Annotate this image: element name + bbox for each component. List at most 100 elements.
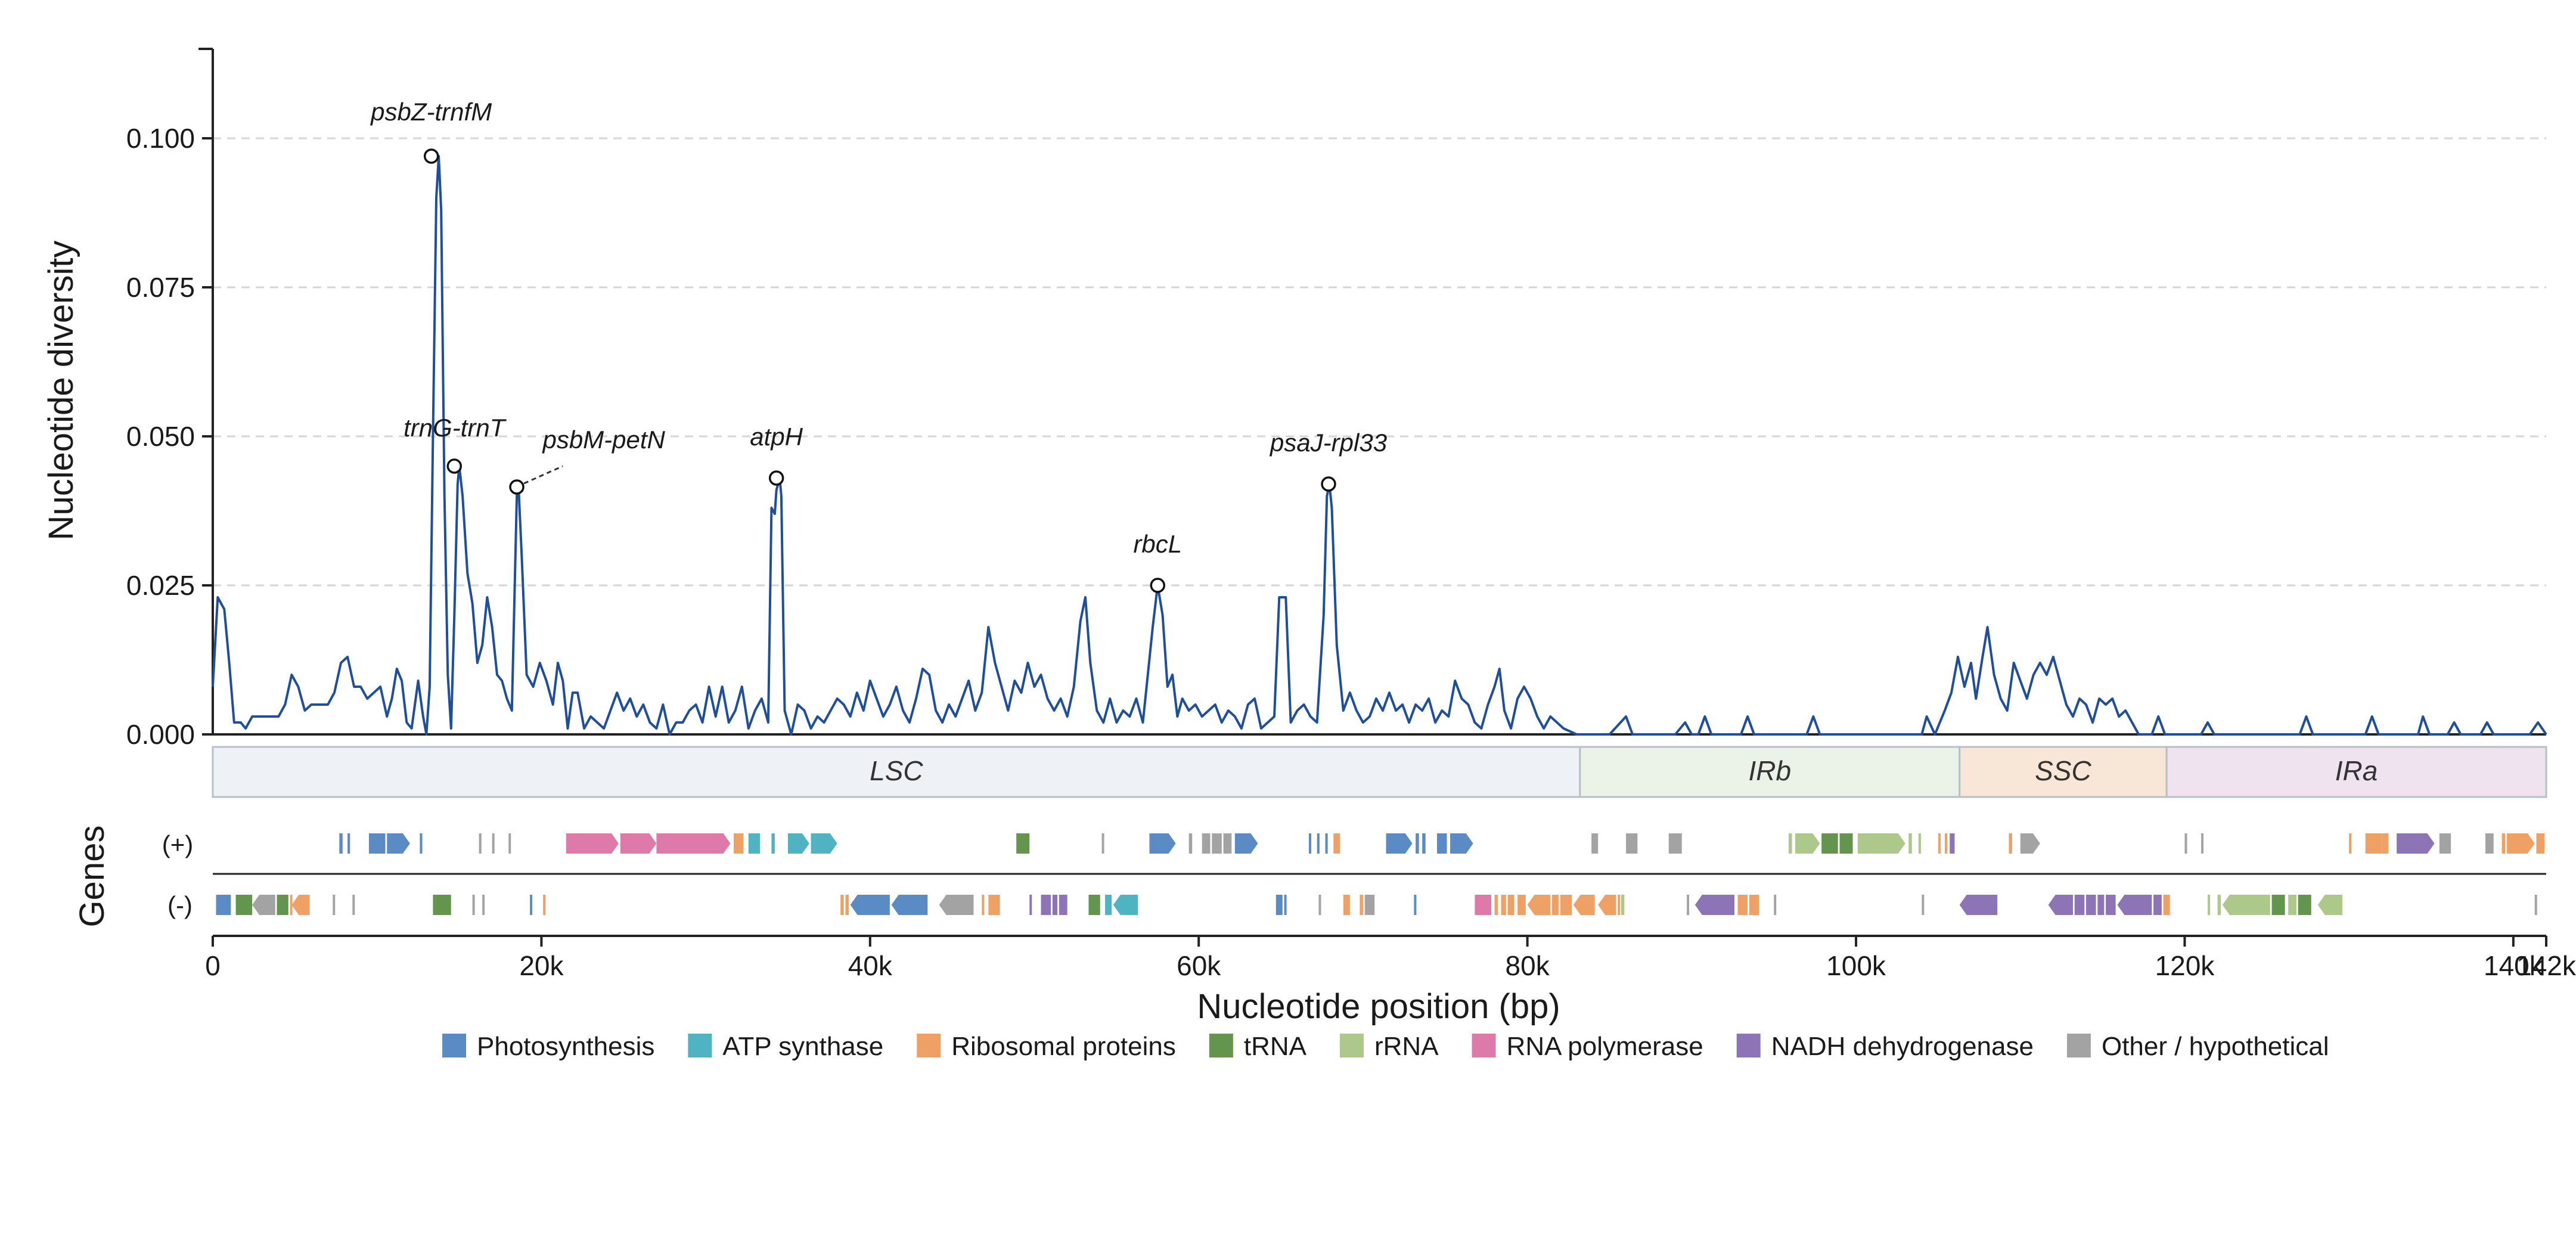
gene-block — [277, 895, 288, 915]
genes-track-label: Genes — [73, 826, 111, 928]
gene-block — [1450, 833, 1473, 854]
gene-block — [1414, 895, 1417, 915]
legend-label: Ribosomal proteins — [951, 1032, 1176, 1061]
gridlines — [213, 137, 2546, 587]
gene-block — [939, 895, 974, 915]
peak-label: psbM-petN — [541, 426, 665, 454]
gene-block — [1052, 895, 1058, 915]
region-label: SSC — [2035, 755, 2091, 786]
legend-entry: tRNA — [1209, 1032, 1307, 1061]
gene-block — [1436, 833, 1447, 854]
y-axis: 0.000 0.025 0.050 0.075 0.100 — [126, 48, 2546, 750]
gene-block — [811, 833, 837, 854]
peak-marker — [423, 148, 439, 164]
gene-block — [1422, 833, 1426, 854]
y-tick-label: 0.100 — [126, 123, 195, 154]
gene-block — [433, 895, 436, 915]
gene-block — [530, 895, 533, 915]
peak-label: psbZ-trnfM — [370, 98, 492, 126]
x-tick-label: 40k — [848, 950, 893, 981]
legend-entry: Photosynthesis — [442, 1032, 654, 1061]
gene-block — [620, 833, 657, 854]
gene-block — [1573, 895, 1595, 915]
gene-block — [1795, 833, 1820, 854]
legend-swatch — [1340, 1034, 1364, 1057]
gene-block — [1517, 895, 1526, 915]
region-box — [2165, 746, 2547, 798]
gene-block — [2163, 895, 2170, 915]
gene-block — [1591, 833, 1599, 854]
x-tick-label: 100k — [1826, 950, 1886, 981]
gene-block — [333, 895, 336, 915]
gene-block — [2501, 833, 2506, 854]
gene-block — [2365, 833, 2382, 854]
gene-block — [1149, 833, 1176, 854]
legend-label: tRNA — [1244, 1032, 1307, 1061]
region-label: IRa — [2335, 755, 2378, 786]
gene-block — [748, 833, 761, 854]
y-tick-label: 0.000 — [126, 719, 195, 750]
gene-block — [1839, 833, 1853, 854]
peak-annotations: psbZ-trnfM trnG-trnT psbM-petN atpH rbcL psaJ… — [370, 98, 1387, 593]
gene-block — [2009, 833, 2012, 854]
gene-block — [1598, 895, 1616, 915]
gene-block — [1317, 833, 1320, 854]
gene-block — [1308, 833, 1312, 854]
gene-block — [216, 895, 231, 915]
gene-block — [1202, 833, 1211, 854]
legend-entry: Other / hypothetical — [2066, 1032, 2329, 1061]
peak-marker — [509, 479, 524, 495]
region-label: LSC — [870, 755, 923, 786]
gene-block — [2485, 833, 2494, 854]
x-tick-label: 20k — [519, 950, 564, 981]
y-tick-label: 0.050 — [126, 421, 195, 452]
gene-block — [1501, 895, 1506, 915]
gene-block — [1275, 895, 1283, 915]
gene-block — [1101, 833, 1104, 854]
gene-block — [1212, 833, 1222, 854]
gene-block — [252, 895, 275, 915]
gene-block — [1284, 895, 1287, 915]
legend-entry: NADH dehydrogenase — [1736, 1032, 2034, 1061]
gene-block — [1016, 833, 1030, 854]
gene-block — [2106, 895, 2116, 915]
gene-block — [1621, 895, 1625, 915]
legend-label: ATP synthase — [722, 1032, 883, 1061]
gene-block — [2317, 895, 2343, 915]
region-box — [1959, 746, 2168, 798]
peak-label: atpH — [750, 423, 803, 451]
peak-marker — [768, 470, 784, 486]
gene-block — [1188, 833, 1193, 854]
gene-block — [2534, 895, 2537, 915]
peak-marker — [1321, 476, 1336, 492]
gene-block — [891, 895, 928, 915]
legend-label: NADH dehydrogenase — [1771, 1032, 2034, 1061]
gene-block — [1333, 833, 1340, 854]
gene-block — [2201, 833, 2204, 854]
y-tick-label: 0.025 — [126, 570, 195, 601]
gene-block — [2048, 895, 2073, 915]
gene-block — [2439, 833, 2451, 854]
gene-block — [988, 895, 1000, 915]
gene-block — [2184, 833, 2187, 854]
legend-label: RNA polymerase — [1507, 1032, 1703, 1061]
gene-block — [1950, 833, 1955, 854]
gene-block — [1774, 895, 1777, 915]
gene-block — [1360, 895, 1363, 915]
gene-block — [420, 833, 423, 854]
gene-block — [2074, 895, 2085, 915]
x-tick-label: 80k — [1506, 950, 1550, 981]
gene-block — [2271, 895, 2285, 915]
gene-block — [1938, 833, 1941, 854]
gene-block — [1105, 895, 1112, 915]
x-tick-label: 0 — [205, 950, 221, 981]
gene-block — [1223, 833, 1232, 854]
gene-block — [1821, 833, 1838, 854]
gene-block — [2086, 895, 2096, 915]
gene-block — [2020, 833, 2040, 854]
gene-block — [840, 895, 844, 915]
gene-block — [1234, 833, 1258, 854]
minus-strand-label: (-) — [167, 891, 193, 919]
gene-block — [982, 895, 985, 915]
region-label: IRb — [1749, 755, 1792, 786]
